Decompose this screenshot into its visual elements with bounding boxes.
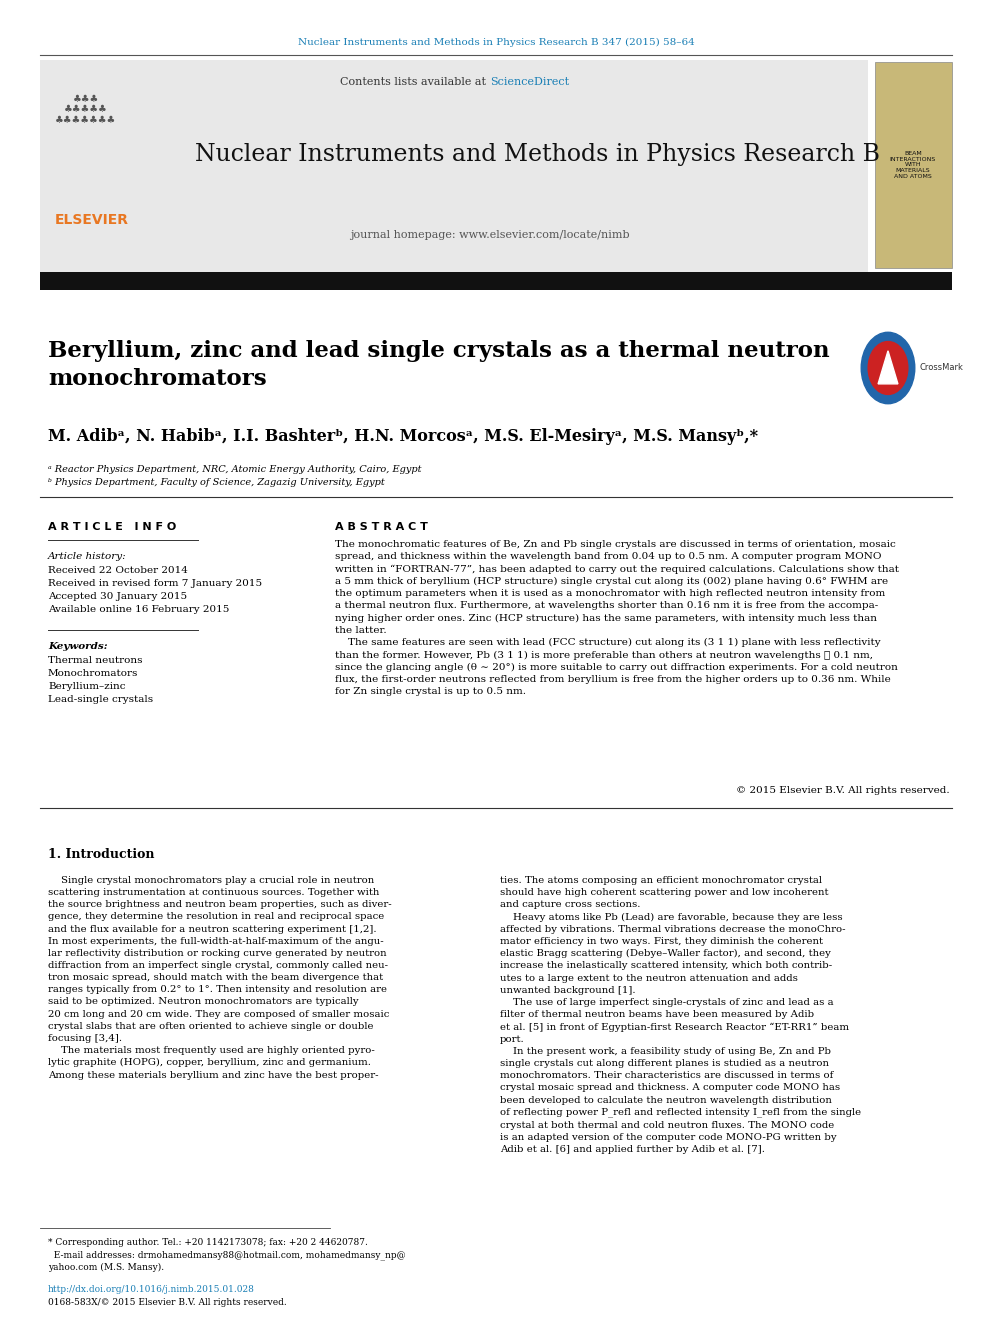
Text: Nuclear Instruments and Methods in Physics Research B: Nuclear Instruments and Methods in Physi… bbox=[195, 143, 880, 167]
Text: A R T I C L E   I N F O: A R T I C L E I N F O bbox=[48, 523, 177, 532]
Text: © 2015 Elsevier B.V. All rights reserved.: © 2015 Elsevier B.V. All rights reserved… bbox=[736, 786, 950, 795]
Text: ties. The atoms composing an efficient monochromator crystal
should have high co: ties. The atoms composing an efficient m… bbox=[500, 876, 861, 1154]
Text: Nuclear Instruments and Methods in Physics Research B 347 (2015) 58–64: Nuclear Instruments and Methods in Physi… bbox=[298, 38, 694, 48]
Text: journal homepage: www.elsevier.com/locate/nimb: journal homepage: www.elsevier.com/locat… bbox=[350, 230, 630, 239]
FancyBboxPatch shape bbox=[40, 60, 868, 273]
Text: M. Adibᵃ, N. Habibᵃ, I.I. Bashterᵇ, H.N. Morcosᵃ, M.S. El-Mesiryᵃ, M.S. Mansyᵇ,*: M. Adibᵃ, N. Habibᵃ, I.I. Bashterᵇ, H.N.… bbox=[48, 429, 758, 445]
Text: The monochromatic features of Be, Zn and Pb single crystals are discussed in ter: The monochromatic features of Be, Zn and… bbox=[335, 540, 899, 696]
Text: ᵇ Physics Department, Faculty of Science, Zagazig University, Egypt: ᵇ Physics Department, Faculty of Science… bbox=[48, 478, 385, 487]
Text: ᵃ Reactor Physics Department, NRC, Atomic Energy Authority, Cairo, Egypt: ᵃ Reactor Physics Department, NRC, Atomi… bbox=[48, 464, 422, 474]
Text: Thermal neutrons: Thermal neutrons bbox=[48, 656, 143, 665]
Text: 0168-583X/© 2015 Elsevier B.V. All rights reserved.: 0168-583X/© 2015 Elsevier B.V. All right… bbox=[48, 1298, 287, 1307]
Text: Received in revised form 7 January 2015: Received in revised form 7 January 2015 bbox=[48, 579, 262, 587]
FancyBboxPatch shape bbox=[40, 273, 952, 290]
Text: Article history:: Article history: bbox=[48, 552, 127, 561]
Text: BEAM
INTERACTIONS
WITH
MATERIALS
AND ATOMS: BEAM INTERACTIONS WITH MATERIALS AND ATO… bbox=[890, 151, 936, 179]
Text: CrossMark: CrossMark bbox=[920, 364, 963, 373]
Text: Single crystal monochromators play a crucial role in neutron
scattering instrume: Single crystal monochromators play a cru… bbox=[48, 876, 392, 1080]
Text: Beryllium–zinc: Beryllium–zinc bbox=[48, 681, 126, 691]
Text: Received 22 October 2014: Received 22 October 2014 bbox=[48, 566, 187, 576]
Text: Beryllium, zinc and lead single crystals as a thermal neutron
monochromators: Beryllium, zinc and lead single crystals… bbox=[48, 340, 829, 390]
Text: A B S T R A C T: A B S T R A C T bbox=[335, 523, 428, 532]
Text: 1. Introduction: 1. Introduction bbox=[48, 848, 155, 861]
Polygon shape bbox=[878, 351, 898, 384]
Text: http://dx.doi.org/10.1016/j.nimb.2015.01.028: http://dx.doi.org/10.1016/j.nimb.2015.01… bbox=[48, 1285, 255, 1294]
Text: Contents lists available at: Contents lists available at bbox=[340, 77, 490, 87]
Text: * Corresponding author. Tel.: +20 1142173078; fax: +20 2 44620787.
  E-mail addr: * Corresponding author. Tel.: +20 114217… bbox=[48, 1238, 406, 1273]
Text: Lead-single crystals: Lead-single crystals bbox=[48, 695, 153, 704]
Text: Keywords:: Keywords: bbox=[48, 642, 107, 651]
Text: ELSEVIER: ELSEVIER bbox=[55, 213, 129, 228]
Text: ♣♣♣
♣♣♣♣♣
♣♣♣♣♣♣♣: ♣♣♣ ♣♣♣♣♣ ♣♣♣♣♣♣♣ bbox=[55, 95, 116, 124]
Text: ScienceDirect: ScienceDirect bbox=[490, 77, 569, 87]
Text: Available online 16 February 2015: Available online 16 February 2015 bbox=[48, 605, 229, 614]
FancyBboxPatch shape bbox=[875, 62, 952, 269]
Circle shape bbox=[868, 341, 908, 394]
Text: Monochromators: Monochromators bbox=[48, 669, 138, 677]
Circle shape bbox=[861, 332, 915, 404]
Text: Accepted 30 January 2015: Accepted 30 January 2015 bbox=[48, 591, 187, 601]
